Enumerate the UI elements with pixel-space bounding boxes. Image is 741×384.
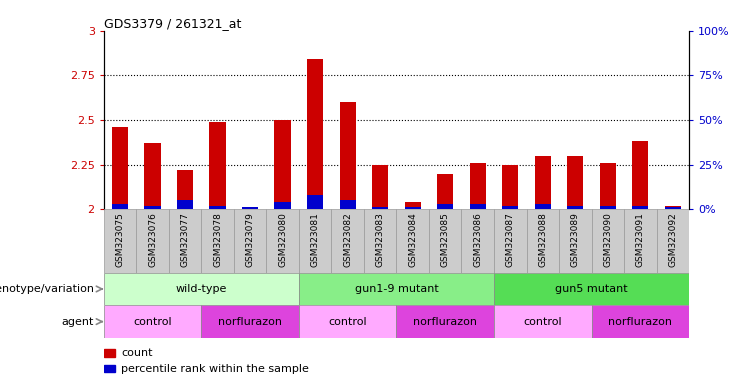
Bar bbox=[177, 200, 193, 209]
Bar bbox=[202, 305, 299, 338]
Bar bbox=[136, 209, 169, 273]
Bar bbox=[632, 206, 648, 209]
Text: norflurazon: norflurazon bbox=[218, 316, 282, 327]
Bar bbox=[274, 120, 290, 209]
Bar bbox=[624, 209, 657, 273]
Bar bbox=[112, 127, 128, 209]
Bar bbox=[144, 143, 161, 209]
Bar bbox=[527, 209, 559, 273]
Text: GSM323088: GSM323088 bbox=[538, 212, 548, 267]
Bar bbox=[202, 209, 234, 273]
Bar bbox=[307, 59, 323, 209]
Bar bbox=[665, 206, 681, 209]
Bar bbox=[299, 273, 494, 305]
Bar bbox=[104, 349, 116, 357]
Text: GSM323083: GSM323083 bbox=[376, 212, 385, 267]
Text: control: control bbox=[328, 316, 367, 327]
Bar bbox=[210, 206, 226, 209]
Bar bbox=[494, 209, 527, 273]
Bar bbox=[307, 195, 323, 209]
Bar bbox=[104, 305, 202, 338]
Bar bbox=[665, 207, 681, 209]
Bar bbox=[112, 204, 128, 209]
Bar bbox=[299, 305, 396, 338]
Bar bbox=[502, 206, 519, 209]
Text: GSM323087: GSM323087 bbox=[506, 212, 515, 267]
Bar bbox=[242, 207, 258, 209]
Text: GDS3379 / 261321_at: GDS3379 / 261321_at bbox=[104, 17, 241, 30]
Text: genotype/variation: genotype/variation bbox=[0, 284, 94, 294]
Bar bbox=[429, 209, 462, 273]
Bar bbox=[591, 305, 689, 338]
Bar bbox=[599, 206, 616, 209]
Text: GSM323078: GSM323078 bbox=[213, 212, 222, 267]
Text: agent: agent bbox=[62, 316, 94, 327]
Bar bbox=[299, 209, 331, 273]
Bar bbox=[177, 170, 193, 209]
Bar bbox=[599, 163, 616, 209]
Text: GSM323090: GSM323090 bbox=[603, 212, 612, 267]
Text: norflurazon: norflurazon bbox=[608, 316, 672, 327]
Bar bbox=[372, 207, 388, 209]
Text: GSM323091: GSM323091 bbox=[636, 212, 645, 267]
Text: GSM323079: GSM323079 bbox=[245, 212, 255, 267]
Bar bbox=[535, 204, 551, 209]
Text: GSM323092: GSM323092 bbox=[668, 212, 677, 267]
Bar bbox=[210, 122, 226, 209]
Text: count: count bbox=[122, 348, 153, 358]
Bar bbox=[470, 163, 486, 209]
Text: GSM323081: GSM323081 bbox=[310, 212, 319, 267]
Text: GSM323089: GSM323089 bbox=[571, 212, 579, 267]
Bar bbox=[567, 206, 583, 209]
Bar bbox=[494, 273, 689, 305]
Bar bbox=[437, 204, 453, 209]
Bar bbox=[144, 206, 161, 209]
Bar bbox=[657, 209, 689, 273]
Bar bbox=[274, 202, 290, 209]
Bar bbox=[502, 165, 519, 209]
Bar bbox=[169, 209, 202, 273]
Bar bbox=[364, 209, 396, 273]
Text: GSM323076: GSM323076 bbox=[148, 212, 157, 267]
Text: GSM323086: GSM323086 bbox=[473, 212, 482, 267]
Bar bbox=[104, 365, 116, 372]
Bar bbox=[567, 156, 583, 209]
Text: percentile rank within the sample: percentile rank within the sample bbox=[122, 364, 309, 374]
Text: wild-type: wild-type bbox=[176, 284, 227, 294]
Text: GSM323084: GSM323084 bbox=[408, 212, 417, 267]
Text: GSM323082: GSM323082 bbox=[343, 212, 352, 267]
Bar bbox=[396, 209, 429, 273]
Text: GSM323085: GSM323085 bbox=[441, 212, 450, 267]
Bar bbox=[591, 209, 624, 273]
Text: GSM323075: GSM323075 bbox=[116, 212, 124, 267]
Bar bbox=[559, 209, 591, 273]
Bar bbox=[494, 305, 591, 338]
Bar bbox=[331, 209, 364, 273]
Bar bbox=[339, 200, 356, 209]
Bar bbox=[405, 207, 421, 209]
Text: gun1-9 mutant: gun1-9 mutant bbox=[354, 284, 439, 294]
Text: gun5 mutant: gun5 mutant bbox=[555, 284, 628, 294]
Bar bbox=[437, 174, 453, 209]
Bar bbox=[104, 209, 136, 273]
Bar bbox=[372, 165, 388, 209]
Text: norflurazon: norflurazon bbox=[413, 316, 477, 327]
Text: GSM323080: GSM323080 bbox=[278, 212, 287, 267]
Bar bbox=[234, 209, 266, 273]
Bar bbox=[396, 305, 494, 338]
Bar bbox=[470, 204, 486, 209]
Text: GSM323077: GSM323077 bbox=[181, 212, 190, 267]
Bar bbox=[462, 209, 494, 273]
Text: control: control bbox=[523, 316, 562, 327]
Bar bbox=[339, 102, 356, 209]
Bar bbox=[104, 273, 299, 305]
Bar bbox=[266, 209, 299, 273]
Text: control: control bbox=[133, 316, 172, 327]
Bar bbox=[535, 156, 551, 209]
Bar bbox=[632, 141, 648, 209]
Bar bbox=[405, 202, 421, 209]
